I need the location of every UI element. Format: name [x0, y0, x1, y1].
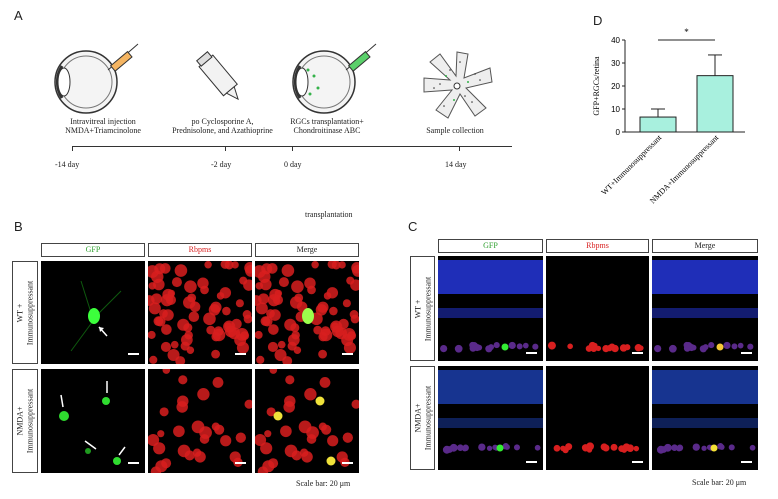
- day-label: 14 day: [445, 160, 467, 169]
- panel-c-row-label-nmda: NMDA+ Immunosuppressant: [410, 366, 435, 470]
- panel-b-scale-note: Scale bar: 20 μm: [296, 479, 351, 488]
- panel-b-gfp-nmda-image: [41, 369, 145, 473]
- significance-star: *: [684, 28, 689, 37]
- y-tick-label: 20: [611, 82, 620, 91]
- panel-c-header-merge: Merge: [652, 239, 758, 253]
- y-tick-label: 40: [611, 36, 620, 45]
- timeline-tick: [292, 146, 293, 151]
- step-label-3: RGCs transplantation+ Chondroitinase ABC: [290, 117, 364, 136]
- panel-c-merge-wt-image: [652, 256, 758, 361]
- eye-injection-illustration: [54, 43, 139, 114]
- step-label-2: po Cyclosporine A, Prednisolone, and Aza…: [172, 117, 273, 136]
- day-label: -2 day: [211, 160, 232, 169]
- panel-c-scale-note: Scale bar: 20 μm: [692, 478, 747, 487]
- panel-b-header-gfp: GFP: [41, 243, 145, 257]
- y-axis-label: GFP+RGCs/retina: [592, 56, 601, 116]
- panel-c-gfp-nmda-image: [438, 366, 543, 470]
- day-label: -14 day: [55, 160, 80, 169]
- panel-b-letter: B: [14, 219, 23, 234]
- panel-b-header-rbpms: Rbpms: [148, 243, 252, 257]
- panel-a-letter: A: [14, 8, 23, 23]
- step-label-4: Sample collection: [426, 126, 484, 135]
- panel-b-header-merge: Merge: [255, 243, 359, 257]
- timeline-tick: [459, 146, 460, 151]
- panel-b-row-label-wt: WT + Immunosuppressant: [12, 261, 38, 364]
- y-tick-label: 30: [611, 59, 620, 68]
- panel-d-letter: D: [593, 13, 603, 28]
- panel-c-rbpms-wt-image: [546, 256, 649, 361]
- panel-b-rbpms-nmda-image: [148, 369, 252, 473]
- panel-c-gfp-wt-image: [438, 256, 543, 361]
- panel-b-merge-wt-image: [255, 261, 359, 364]
- y-tick-label: 0: [616, 128, 621, 137]
- transplantation-note: transplantation: [305, 210, 353, 219]
- step-label-1: Intravitreal injection NMDA+Triamcinolon…: [65, 117, 141, 136]
- day-label: 0 day: [284, 160, 302, 169]
- panel-b-gfp-wt-image: [41, 261, 145, 364]
- panel-c-header-gfp: GFP: [438, 239, 543, 253]
- bar-chart: 0 10 20 30 40 GFP+RGCs/retina WT+Immunosuppres…: [592, 28, 745, 205]
- eye-transplant-illustration: [292, 43, 377, 114]
- panel-b-row-label-nmda: NMDA+ Immunosuppressant: [12, 369, 38, 473]
- pill-bottle-illustration: [196, 51, 239, 101]
- timeline-tick: [72, 146, 73, 151]
- panel-c-row-label-wt: WT + Immunosuppressant: [410, 256, 435, 361]
- bar: [696, 75, 734, 133]
- panel-b-rbpms-wt-image: [148, 261, 252, 364]
- panel-c-header-rbpms: Rbpms: [546, 239, 649, 253]
- category-label: WT+Immunosuppressant: [599, 133, 663, 197]
- panel-c-merge-nmda-image: [652, 366, 758, 470]
- retina-flatmount-illustration: [423, 51, 493, 119]
- panel-c-rbpms-nmda-image: [546, 366, 649, 470]
- panel-c-letter: C: [408, 219, 418, 234]
- panel-b-merge-nmda-image: [255, 369, 359, 473]
- timeline-tick: [225, 146, 226, 151]
- y-tick-label: 10: [611, 105, 620, 114]
- bar: [639, 116, 677, 133]
